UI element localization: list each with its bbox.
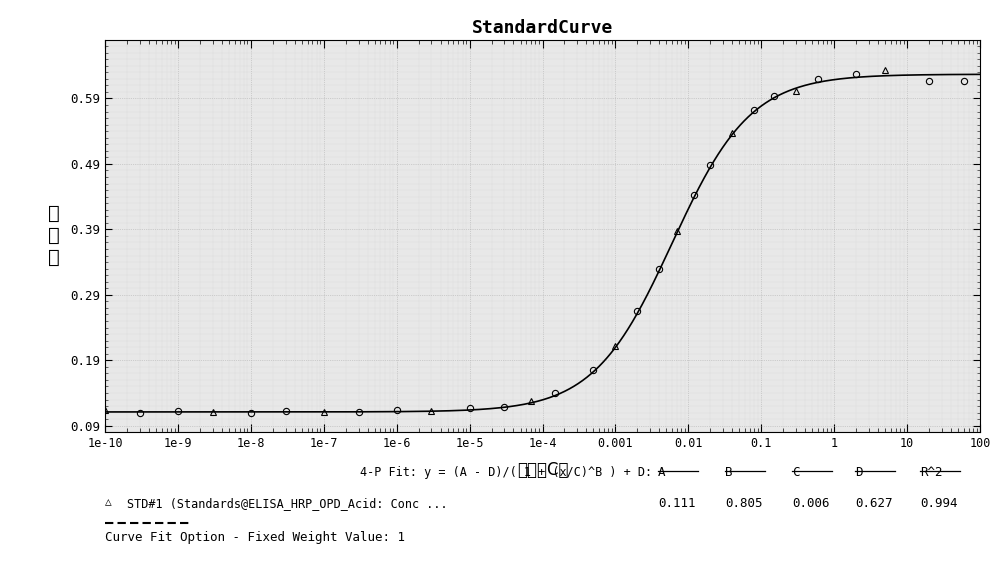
Text: △: △ [105,497,112,507]
Text: B: B [725,466,732,479]
Text: 4-P Fit: y = (A - D)/( 1 + (x/C)^B ) + D:: 4-P Fit: y = (A - D)/( 1 + (x/C)^B ) + D… [360,466,652,479]
Text: C: C [792,466,800,479]
Text: 0.627: 0.627 [855,497,893,510]
Title: StandardCurve: StandardCurve [472,19,613,37]
Text: 0.805: 0.805 [725,497,763,510]
Text: R^2: R^2 [920,466,942,479]
Text: Curve Fit Option - Fixed Weight Value: 1: Curve Fit Option - Fixed Weight Value: 1 [105,531,405,544]
Text: 0.111: 0.111 [658,497,696,510]
X-axis label: 浓度（C）: 浓度（C） [517,461,568,479]
Text: 0.006: 0.006 [792,497,830,510]
Text: A: A [658,466,666,479]
Text: 0.994: 0.994 [920,497,958,510]
Text: STD#1 (Standards@ELISA_HRP_OPD_Acid: Conc ...: STD#1 (Standards@ELISA_HRP_OPD_Acid: Con… [127,497,448,510]
Text: D: D [855,466,862,479]
Y-axis label: 光
密
度: 光 密 度 [48,205,59,267]
